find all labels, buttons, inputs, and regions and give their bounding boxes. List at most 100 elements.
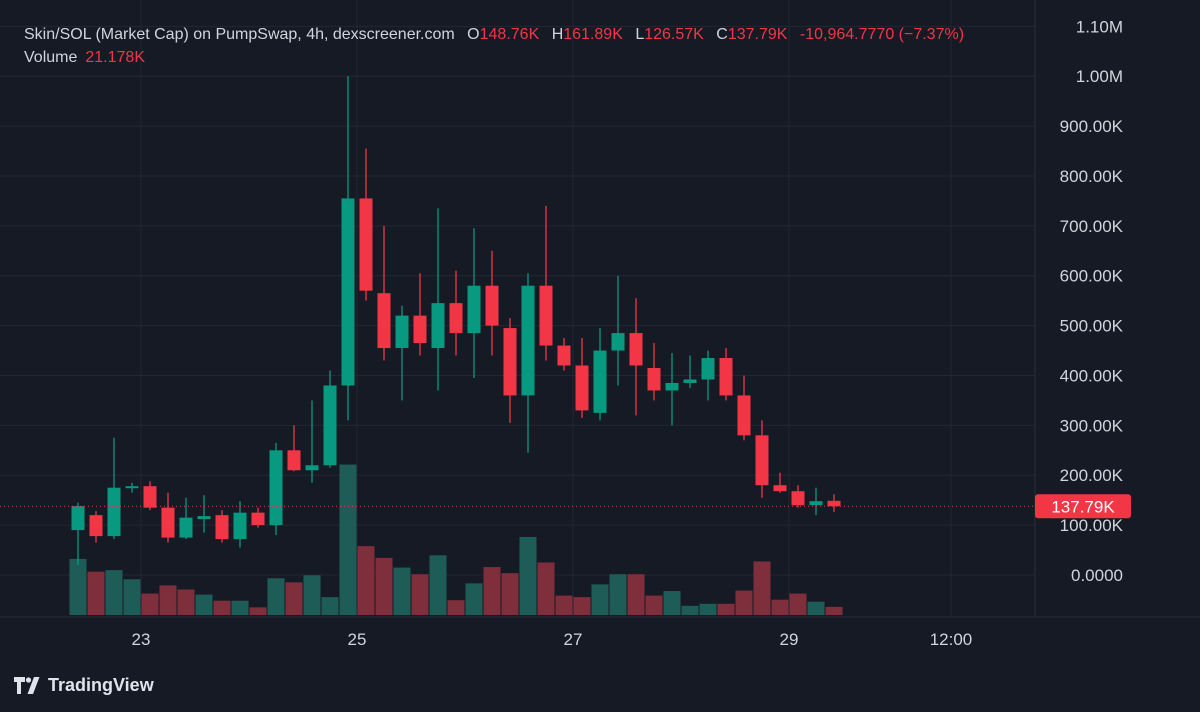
candle-body	[179, 517, 193, 538]
volume-bar	[267, 578, 285, 615]
volume-bar	[123, 579, 141, 615]
x-tick-label: 29	[780, 630, 799, 649]
candle-body	[89, 515, 103, 537]
candle-body	[665, 382, 679, 391]
volume-bar	[231, 600, 249, 615]
candle-body	[557, 345, 571, 366]
candle-body	[107, 487, 121, 537]
candle-body	[197, 516, 211, 520]
volume-bar	[141, 593, 159, 615]
volume-bar	[87, 571, 105, 615]
candle-body	[341, 198, 355, 386]
candle-body	[521, 285, 535, 396]
volume-value: 21.178K	[85, 49, 145, 66]
candle-body	[503, 328, 517, 396]
tradingview-brand[interactable]: TradingView	[14, 675, 154, 696]
candle-body	[233, 512, 247, 540]
candle-body	[251, 512, 265, 526]
low-label: L	[635, 26, 645, 43]
change-value: -10,964.7770 (−7.37%)	[799, 26, 965, 43]
volume-bars	[69, 464, 843, 615]
volume-bar	[717, 603, 735, 615]
y-tick-label: 700.00K	[1060, 217, 1124, 236]
volume-bar	[177, 589, 195, 615]
candle-body	[755, 435, 769, 486]
x-tick-label: 27	[564, 630, 583, 649]
candle-body	[323, 385, 337, 466]
volume-bar	[771, 599, 789, 615]
volume-bar	[825, 606, 843, 615]
y-tick-label: 400.00K	[1060, 366, 1124, 385]
open-value: 148.76K	[479, 26, 540, 43]
brand-name: TradingView	[48, 675, 154, 695]
candle-body	[737, 395, 751, 436]
volume-bar	[681, 605, 699, 615]
candle-body	[359, 198, 373, 291]
x-tick-label: 25	[348, 630, 367, 649]
volume-bar	[807, 601, 825, 615]
volume-bar	[519, 536, 537, 615]
candle-body	[629, 333, 643, 366]
volume-bar	[627, 574, 645, 615]
volume-bar	[393, 567, 411, 615]
candle-body	[395, 315, 409, 349]
candle-body	[125, 486, 139, 489]
candle-body	[161, 507, 175, 538]
candle-body	[575, 365, 589, 411]
volume-bar	[735, 590, 753, 615]
volume-bar	[321, 597, 339, 615]
y-tick-label: 1.10M	[1076, 17, 1123, 36]
volume-bar	[501, 573, 519, 615]
volume-bar	[105, 570, 123, 615]
volume-bar	[465, 583, 483, 615]
candle-body	[809, 501, 823, 506]
candle-body	[593, 350, 607, 413]
volume-bar	[789, 593, 807, 615]
candle-body	[269, 450, 283, 526]
y-axis: 1.10M 1.00M 900.00K 800.00K 700.00K 600.00K 50…	[1034, 0, 1131, 617]
current-price-tag	[1035, 494, 1131, 519]
volume-label: Volume	[24, 49, 78, 66]
candle-body	[215, 515, 229, 540]
volume-bar	[213, 600, 231, 615]
candle-body	[377, 293, 391, 349]
candles	[71, 76, 841, 566]
volume-bar	[195, 594, 213, 615]
candle-body	[647, 367, 661, 391]
candle-body	[539, 285, 553, 346]
volume-bar	[537, 562, 555, 615]
high-value: 161.89K	[563, 26, 623, 43]
volume-bar	[411, 574, 429, 615]
volume-bar	[645, 595, 663, 615]
candle-body	[683, 379, 697, 383]
y-tick-label: 900.00K	[1060, 117, 1124, 136]
volume-bar	[375, 557, 393, 615]
volume-bar	[663, 591, 681, 615]
volume-bar	[447, 600, 465, 615]
volume-bar	[753, 561, 771, 615]
low-value: 126.57K	[644, 26, 704, 43]
y-tick-label: 600.00K	[1060, 267, 1124, 286]
volume-bar	[699, 603, 717, 615]
candle-body	[431, 303, 445, 349]
current-price-label: 137.79K	[1051, 497, 1115, 516]
x-tick-label: 23	[132, 630, 151, 649]
candle-body	[791, 491, 805, 506]
volume-bar	[339, 464, 357, 615]
candle-body	[449, 303, 463, 334]
volume-bar	[69, 558, 87, 615]
x-tick-label: 12:00	[930, 630, 973, 649]
volume-bar	[591, 584, 609, 615]
candle-body	[485, 285, 499, 326]
candle-body	[305, 465, 319, 471]
candle-body	[143, 486, 157, 508]
ohlc-legend: Skin/SOL (Market Cap) on PumpSwap, 4h, d…	[24, 26, 964, 44]
y-tick-label: 500.00K	[1060, 317, 1124, 336]
volume-bar	[483, 567, 501, 615]
candle-body	[773, 485, 787, 492]
volume-bar	[249, 607, 267, 615]
volume-bar	[429, 555, 447, 615]
close-value: 137.79K	[727, 26, 788, 43]
